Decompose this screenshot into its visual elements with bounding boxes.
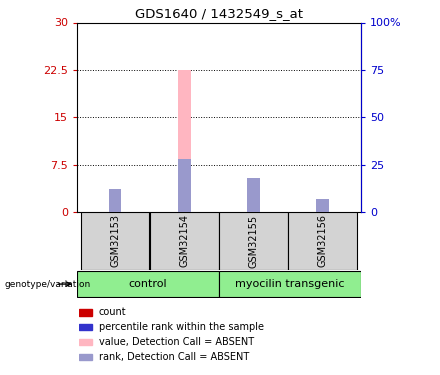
Text: GSM32155: GSM32155 [249,214,259,267]
Bar [81,212,149,270]
Text: value, Detection Call = ABSENT: value, Detection Call = ABSENT [99,337,254,347]
Text: count: count [99,308,126,318]
Bar [316,199,329,212]
Bar [247,201,260,212]
Title: GDS1640 / 1432549_s_at: GDS1640 / 1432549_s_at [135,7,303,20]
Bar [247,178,260,212]
Bar [109,189,121,212]
Bar [79,354,92,360]
Bar [316,208,329,212]
Bar [219,212,288,270]
Text: percentile rank within the sample: percentile rank within the sample [99,322,264,332]
Bar [79,339,92,345]
Text: GSM32156: GSM32156 [318,214,328,267]
Bar [178,70,191,212]
Bar [289,212,357,270]
Bar [77,272,219,297]
Text: control: control [128,279,167,289]
Text: GSM32154: GSM32154 [179,214,189,267]
Text: GSM32153: GSM32153 [110,214,120,267]
Bar [150,212,219,270]
Bar [178,159,191,212]
Bar [79,309,92,316]
Text: myocilin transgenic: myocilin transgenic [235,279,345,289]
Bar [79,324,92,330]
Bar [219,272,361,297]
Text: rank, Detection Call = ABSENT: rank, Detection Call = ABSENT [99,352,249,362]
Bar [109,206,121,212]
Text: genotype/variation: genotype/variation [4,280,91,289]
